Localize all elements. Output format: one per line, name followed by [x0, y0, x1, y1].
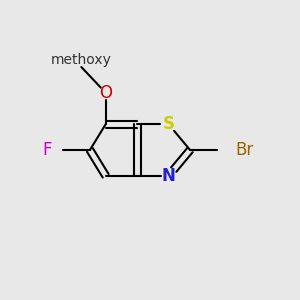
Text: N: N	[162, 167, 176, 185]
Text: methoxy: methoxy	[51, 53, 112, 67]
Text: O: O	[99, 84, 112, 102]
Text: F: F	[42, 141, 52, 159]
Text: S: S	[163, 115, 175, 133]
Text: Br: Br	[235, 141, 254, 159]
